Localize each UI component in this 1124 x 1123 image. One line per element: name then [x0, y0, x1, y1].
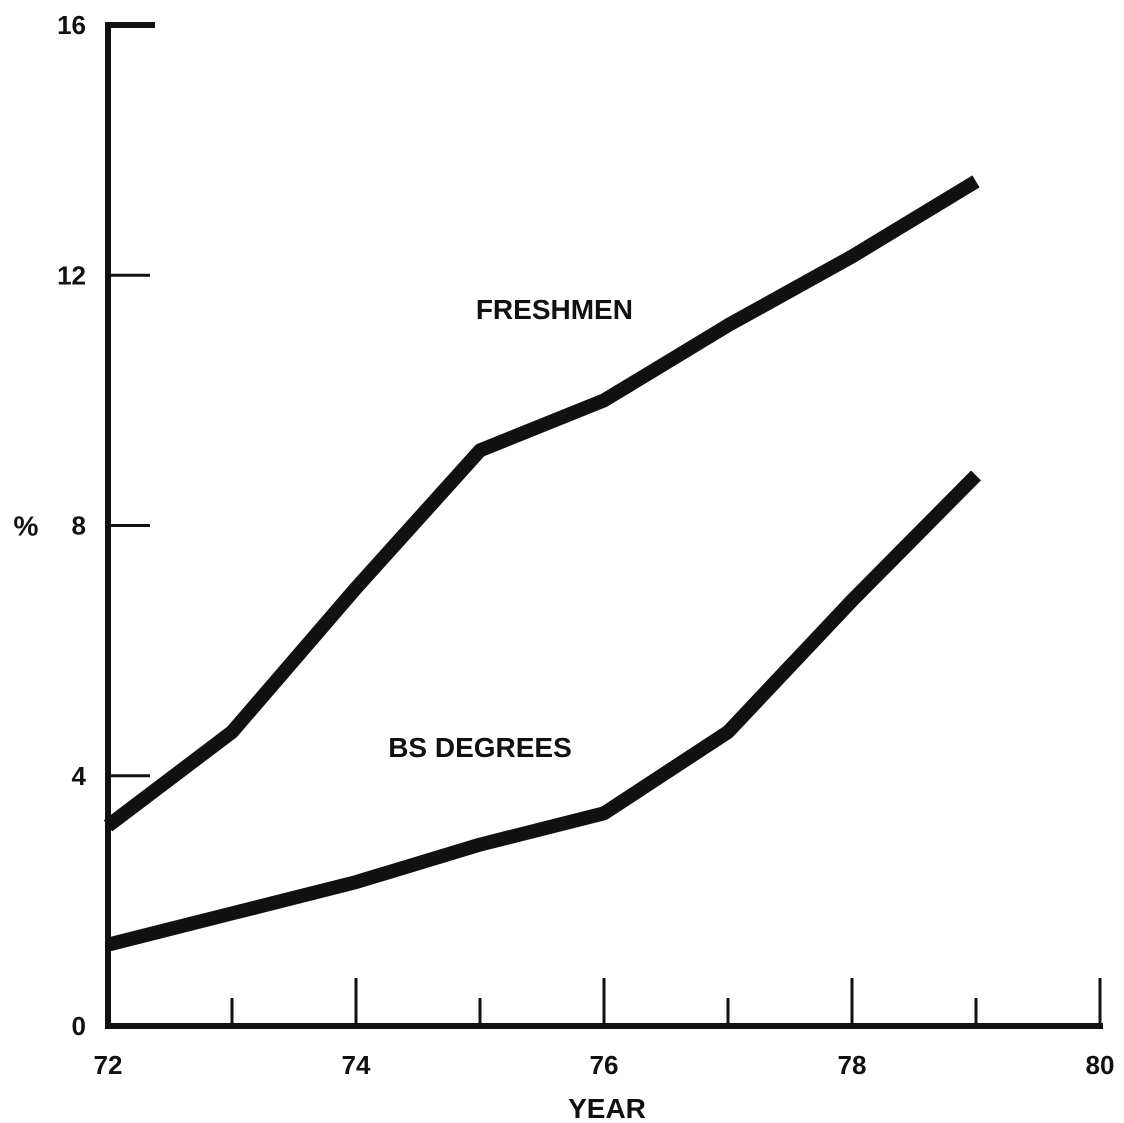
- y-tick-label: 16: [57, 10, 86, 40]
- series-line-bs-degrees: [106, 470, 981, 952]
- x-tick-label: 80: [1086, 1050, 1115, 1080]
- ticks-layer: [108, 273, 1102, 1026]
- x-tick-label: 76: [590, 1050, 619, 1080]
- y-axis: [105, 22, 155, 1029]
- series-annotation: FRESHMEN: [476, 294, 633, 325]
- axes-layer: [105, 22, 1103, 1029]
- x-tick-label: 74: [342, 1050, 371, 1080]
- series-layer: [103, 175, 981, 952]
- y-axis-title: %: [14, 511, 39, 542]
- series-line-freshmen: [103, 175, 980, 832]
- series-annotation: BS DEGREES: [388, 732, 572, 763]
- x-tick-label: 78: [838, 1050, 867, 1080]
- annotation-layer: FRESHMEN BS DEGREES: [388, 294, 633, 763]
- x-axis-title: YEAR: [568, 1093, 646, 1123]
- y-tick-label: 4: [72, 761, 87, 791]
- labels-layer: 0 4 8 12 16 72 74 76 78 80: [57, 10, 1114, 1080]
- y-tick-label: 8: [72, 511, 86, 541]
- y-tick-label: 12: [57, 260, 86, 290]
- y-tick-label: 0: [72, 1011, 86, 1041]
- x-tick-label: 72: [94, 1050, 123, 1080]
